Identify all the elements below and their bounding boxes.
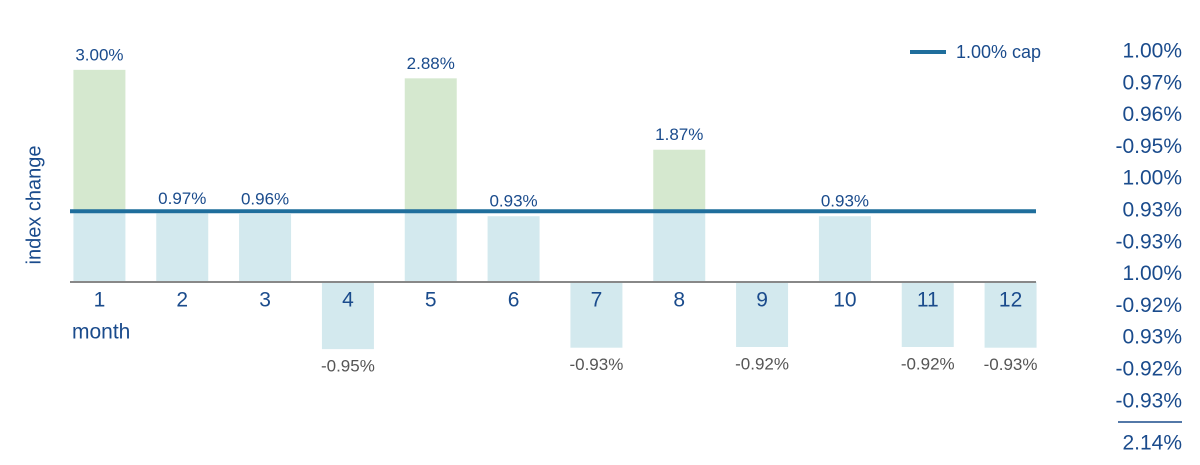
bar-capped-part [653, 211, 706, 282]
capped-value: 1.00% [1122, 262, 1182, 285]
capped-value: -0.92% [1115, 294, 1182, 317]
value-label: -0.93% [569, 355, 623, 374]
x-tick-label: 8 [673, 288, 685, 311]
x-tick-label: 9 [756, 288, 768, 311]
capped-value: -0.93% [1115, 389, 1182, 412]
x-tick-label: 1 [94, 288, 106, 311]
bar [487, 216, 540, 282]
total-value: 2.14% [1122, 432, 1182, 455]
x-axis-label: month [72, 321, 130, 344]
value-label: 0.97% [158, 189, 206, 208]
bar [901, 281, 954, 347]
value-label: 2.88% [407, 54, 455, 73]
capped-value: -0.95% [1115, 135, 1182, 158]
bar-excess [653, 149, 706, 212]
legend-label: 1.00% cap [956, 42, 1041, 62]
capped-value: 1.00% [1122, 167, 1182, 190]
capped-value: 0.93% [1122, 199, 1182, 222]
bar-excess [404, 78, 457, 212]
value-label: -0.93% [984, 355, 1038, 374]
value-label: 0.93% [489, 192, 537, 211]
x-tick-label: 10 [833, 288, 856, 311]
bar [818, 216, 871, 282]
bar-excess [73, 69, 126, 212]
x-tick-label: 3 [259, 288, 271, 311]
value-label: 1.87% [655, 125, 703, 144]
bar [984, 281, 1037, 348]
x-tick-label: 12 [999, 288, 1022, 311]
x-tick-label: 5 [425, 288, 437, 311]
bar [321, 281, 374, 350]
bar-capped-part [73, 211, 126, 282]
bar-capped-part [404, 211, 457, 282]
capped-value: -0.93% [1115, 230, 1182, 253]
capped-value: 0.97% [1122, 71, 1182, 94]
value-label: 3.00% [75, 45, 123, 64]
bar [736, 281, 789, 347]
bar [156, 213, 209, 282]
value-label: -0.95% [321, 357, 375, 376]
bar [239, 214, 292, 282]
value-label: -0.92% [735, 354, 789, 373]
x-tick-label: 4 [342, 288, 354, 311]
capped-value: 1.00% [1122, 40, 1182, 63]
value-label: -0.92% [901, 354, 955, 373]
x-tick-label: 7 [591, 288, 603, 311]
x-tick-label: 11 [917, 288, 939, 311]
capped-value: 0.96% [1122, 103, 1182, 126]
value-label: 0.96% [241, 190, 289, 209]
bar [570, 281, 623, 348]
x-tick-label: 2 [176, 288, 188, 311]
y-axis-label: index change [23, 146, 45, 265]
capped-value: -0.92% [1115, 358, 1182, 381]
value-label: 0.93% [821, 192, 869, 211]
capped-value: 0.93% [1122, 326, 1182, 349]
x-tick-label: 6 [508, 288, 520, 311]
